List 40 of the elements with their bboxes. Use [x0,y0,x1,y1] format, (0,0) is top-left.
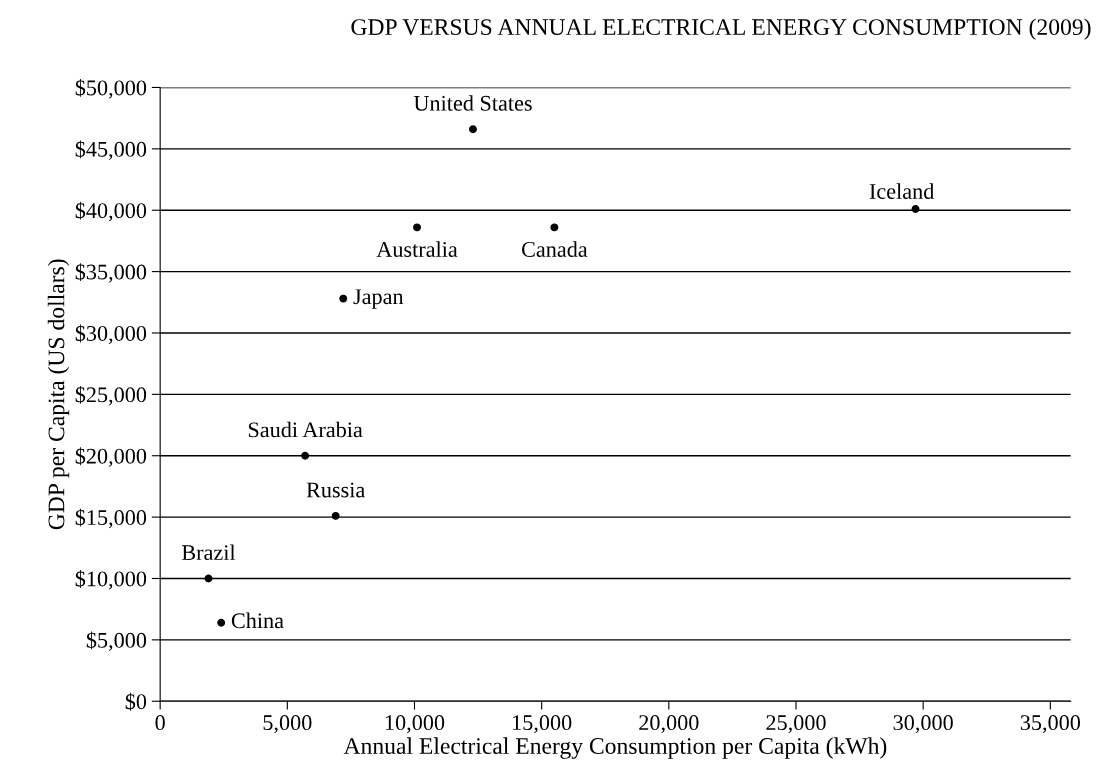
y-tick-label: $35,000 [75,263,147,283]
x-tick-label: 15,000 [513,715,572,734]
point [217,618,226,627]
x-tick-label: 5,000 [263,715,312,734]
point [331,511,340,520]
point [413,223,421,232]
x-tick-label: 35,000 [1020,715,1081,734]
point [339,294,348,303]
annotation: Canada [521,241,588,257]
point [550,223,559,232]
annotation: Brazil [181,544,236,561]
x-tick-label: 25,000 [766,715,826,734]
y-tick-label: $0 [125,692,147,711]
point [204,574,213,583]
annotation: Australia [376,241,458,257]
annotation: Russia [306,482,365,498]
y-axis-title: GDP per Capita (US dollars) [47,259,70,530]
chart-title: GDP VERSUS ANNUAL ELECTRICAL ENERGY CONSUMPTION (2009) [351,18,1091,40]
y-tick-label: $45,000 [75,140,147,160]
annotation: Japan [353,289,404,309]
point [301,451,310,460]
y-tick-label: $25,000 [75,385,147,406]
x-tick-label: 30,000 [893,715,953,734]
x-axis-title: Annual Electrical Energy Consumption per Capita (kWh) [343,737,887,759]
annotation: Saudi Arabia [248,421,363,438]
y-tick-label: $50,000 [75,79,147,99]
x-tick-label: 10,000 [385,715,445,734]
annotation: Iceland [869,183,935,199]
point [911,205,920,213]
annotation: China [231,612,284,629]
y-tick-label: $5,000 [86,631,147,651]
y-tick-label: $20,000 [75,447,147,467]
y-tick-label: $10,000 [75,570,147,590]
x-tick-label: 0 [155,715,165,731]
annotation: United States [413,95,532,111]
y-tick-label: $15,000 [75,508,147,529]
y-tick-label: $40,000 [75,201,147,222]
x-tick-label: 20,000 [639,715,699,734]
point [469,125,477,134]
y-tick-label: $30,000 [75,324,147,345]
